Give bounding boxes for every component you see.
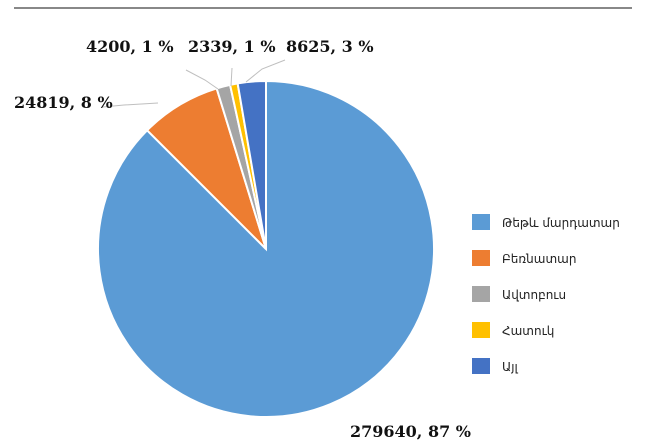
slice-data-label: 4200, 1 % [86,37,174,56]
leader-line [230,67,233,87]
legend-swatch [472,322,490,338]
legend-label: Այլ [502,360,518,374]
legend-swatch [472,214,490,230]
legend-item: Ավտոբուս [472,286,566,302]
legend-item: Այլ [472,358,518,374]
slice-data-label: 2339, 1 % [188,37,276,56]
leader-line [185,69,219,90]
leader-line [102,102,159,108]
legend-swatch [472,286,490,302]
legend-swatch [472,358,490,374]
slice-data-label: 8625, 3 % [286,37,374,56]
legend-item: Թեթև մարդատար [472,214,620,230]
legend-item: Բեռնատար [472,250,576,266]
pie-slices [97,79,435,418]
legend-label: Հատուկ [502,324,554,338]
legend-swatch [472,250,490,266]
slice-data-label: 24819, 8 % [14,93,113,112]
legend-item: Հատուկ [472,322,554,338]
legend: Թեթև մարդատար Բեռնատար Ավտոբուս Հատուկ Այլ [472,214,620,374]
pie-slice [236,79,267,250]
legend-label: Ավտոբուս [502,288,566,302]
leader-lines [102,59,286,108]
slice-data-label: 279640, 87 % [350,422,471,441]
leader-line [245,59,286,83]
data-labels: 279640, 87 % 24819, 8 % 4200, 1 % 2339, 1 %… [14,37,471,441]
legend-label: Բեռնատար [502,252,576,266]
legend-label: Թեթև մարդատար [502,216,620,230]
